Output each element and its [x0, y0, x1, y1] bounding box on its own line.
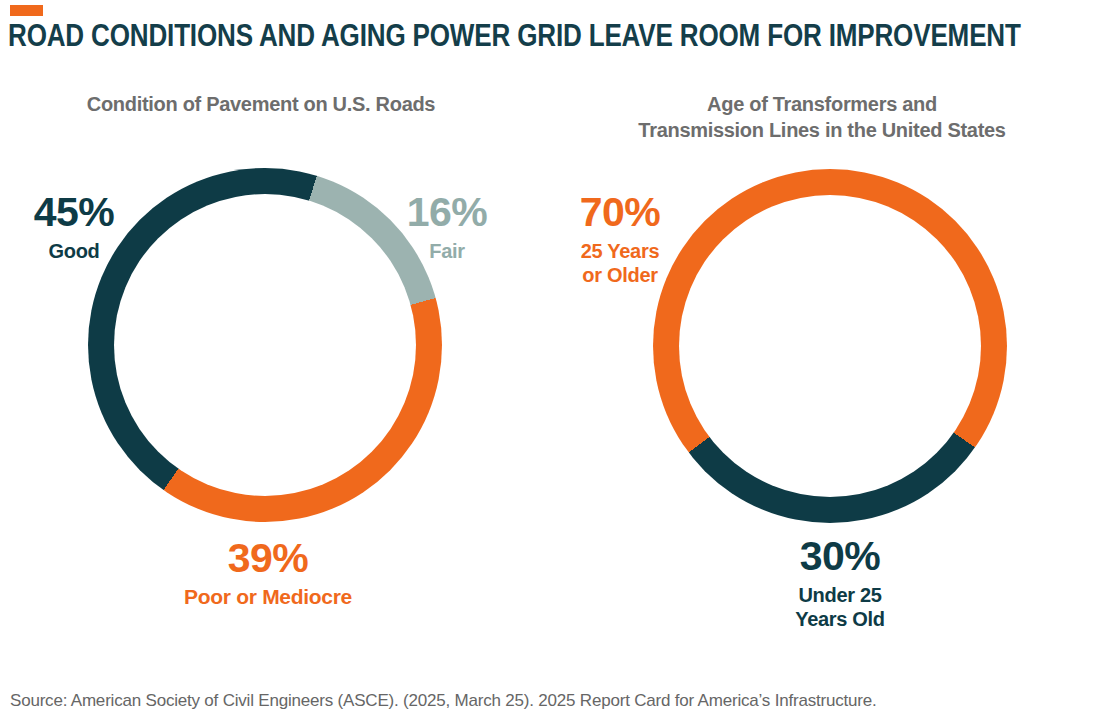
callout-under-25-years-old: 30% Under 25 Years Old — [770, 536, 910, 631]
accent-dash — [10, 5, 43, 16]
callout-fair: 16% Fair — [377, 192, 517, 263]
callout-fair-percent: 16% — [377, 192, 517, 234]
callout-poor-or-mediocre: 39% Poor or Mediocre — [158, 538, 378, 609]
transformers-chart-title: Age of Transformers and Transmission Lin… — [612, 91, 1032, 143]
callout-good-percent: 45% — [4, 192, 144, 234]
donut-hole — [114, 194, 416, 496]
callout-poor-percent: 39% — [158, 538, 378, 580]
callout-good: 45% Good — [4, 192, 144, 263]
infographic-canvas: ROAD CONDITIONS AND AGING POWER GRID LEA… — [0, 0, 1100, 720]
transformers-donut-chart — [653, 169, 1007, 523]
callout-poor-label: Poor or Mediocre — [158, 585, 378, 609]
source-citation: Source: American Society of Civil Engine… — [10, 691, 877, 711]
callout-good-label: Good — [4, 239, 144, 263]
pavement-chart-title: Condition of Pavement on U.S. Roads — [61, 91, 461, 117]
callout-25-years-or-older: 70% 25 Years or Older — [550, 192, 690, 287]
callout-under-label: Under 25 Years Old — [770, 583, 910, 631]
callout-fair-label: Fair — [377, 239, 517, 263]
callout-older-label: 25 Years or Older — [550, 239, 690, 287]
callout-older-percent: 70% — [550, 192, 690, 234]
donut-hole — [679, 195, 981, 497]
callout-under-percent: 30% — [770, 536, 910, 578]
page-title: ROAD CONDITIONS AND AGING POWER GRID LEA… — [8, 18, 1021, 54]
